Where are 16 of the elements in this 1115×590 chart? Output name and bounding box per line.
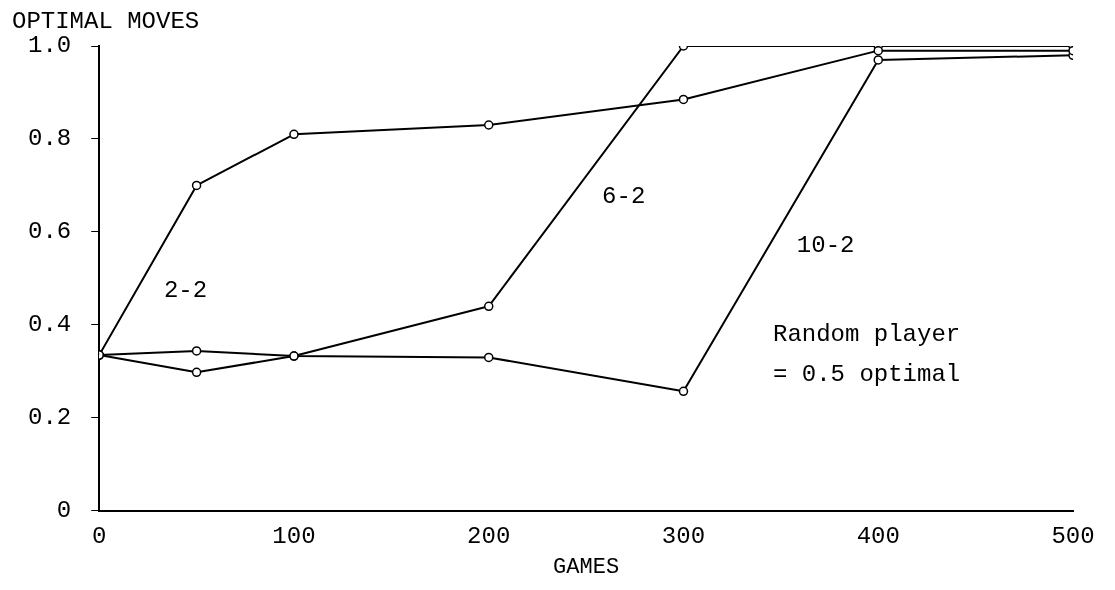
series-label: 2-2 <box>163 276 208 304</box>
y-tick-label: 0.4 <box>27 311 72 339</box>
series-label: 6-2 <box>602 182 646 210</box>
x-tick-label: 200 <box>467 522 511 550</box>
x-tick-label: 0 <box>92 522 107 550</box>
x-tick-label: 300 <box>661 522 706 550</box>
x-tick-label: 400 <box>856 522 900 550</box>
y-tick-label: 0.6 <box>27 218 72 246</box>
series-label: 10-2 <box>796 232 855 259</box>
x-axis-title: GAMES <box>553 554 620 580</box>
y-tick-label: 0.2 <box>27 404 72 432</box>
annotation: Random player = 0.5 optimal <box>773 320 961 388</box>
x-tick-label: 500 <box>1051 522 1095 550</box>
y-tick-label: 0 <box>56 497 72 525</box>
x-tick-label: 100 <box>272 522 316 550</box>
y-tick-label: 0.8 <box>27 125 72 153</box>
